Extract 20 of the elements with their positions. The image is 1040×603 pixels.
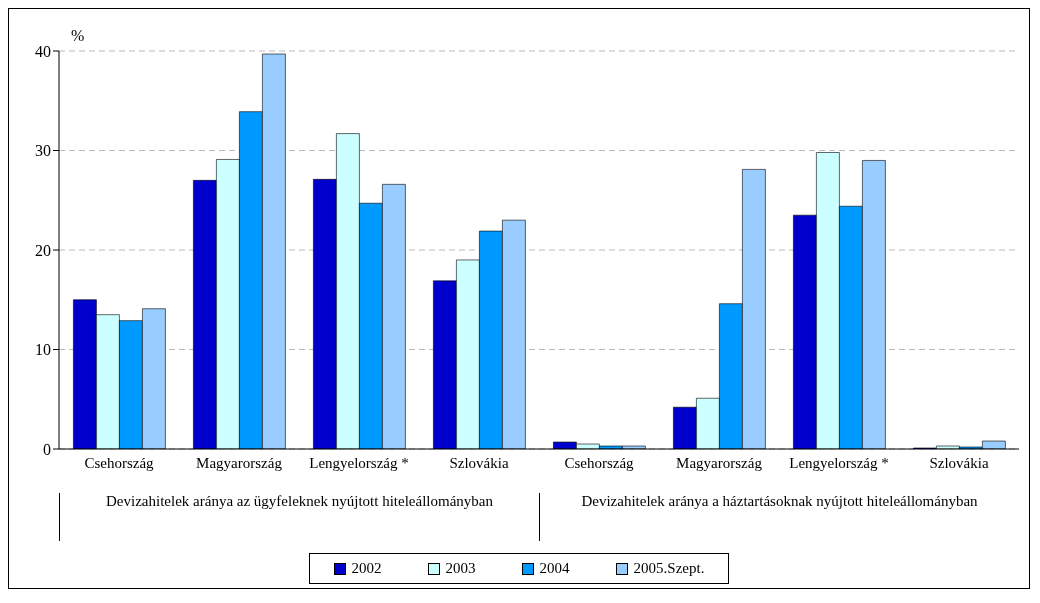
legend-label: 2004	[539, 560, 570, 577]
y-tick-label: 30	[35, 142, 51, 160]
x-tick-label: Csehország	[564, 454, 635, 471]
y-tick-label: 0	[43, 440, 51, 458]
x-tick-label: Magyarország	[676, 454, 763, 471]
text: Devizahitelek aránya az ügyfeleknek nyújtott hiteleállományban	[59, 493, 539, 541]
x-tick-label: Csehország	[84, 454, 155, 471]
x-tick-label: Lengyelország *	[309, 454, 409, 471]
text: Devizahitelek aránya a háztartásoknak nyújtott hiteleállományban	[539, 493, 1019, 541]
y-tick-label: 10	[35, 341, 51, 359]
x-tick-label: Szlovákia	[929, 454, 989, 471]
legend-label: 2003	[445, 560, 476, 577]
legend-label: 2005.Szept.	[633, 560, 705, 577]
y-tick-label: 20	[35, 241, 51, 259]
y-axis-title: %	[71, 27, 85, 45]
legend-label: 2002	[351, 560, 382, 577]
y-tick-label: 40	[35, 42, 51, 60]
x-tick-label: Magyarország	[196, 454, 283, 471]
x-tick-label: Szlovákia	[449, 454, 509, 471]
x-tick-label: Lengyelország *	[789, 454, 889, 471]
